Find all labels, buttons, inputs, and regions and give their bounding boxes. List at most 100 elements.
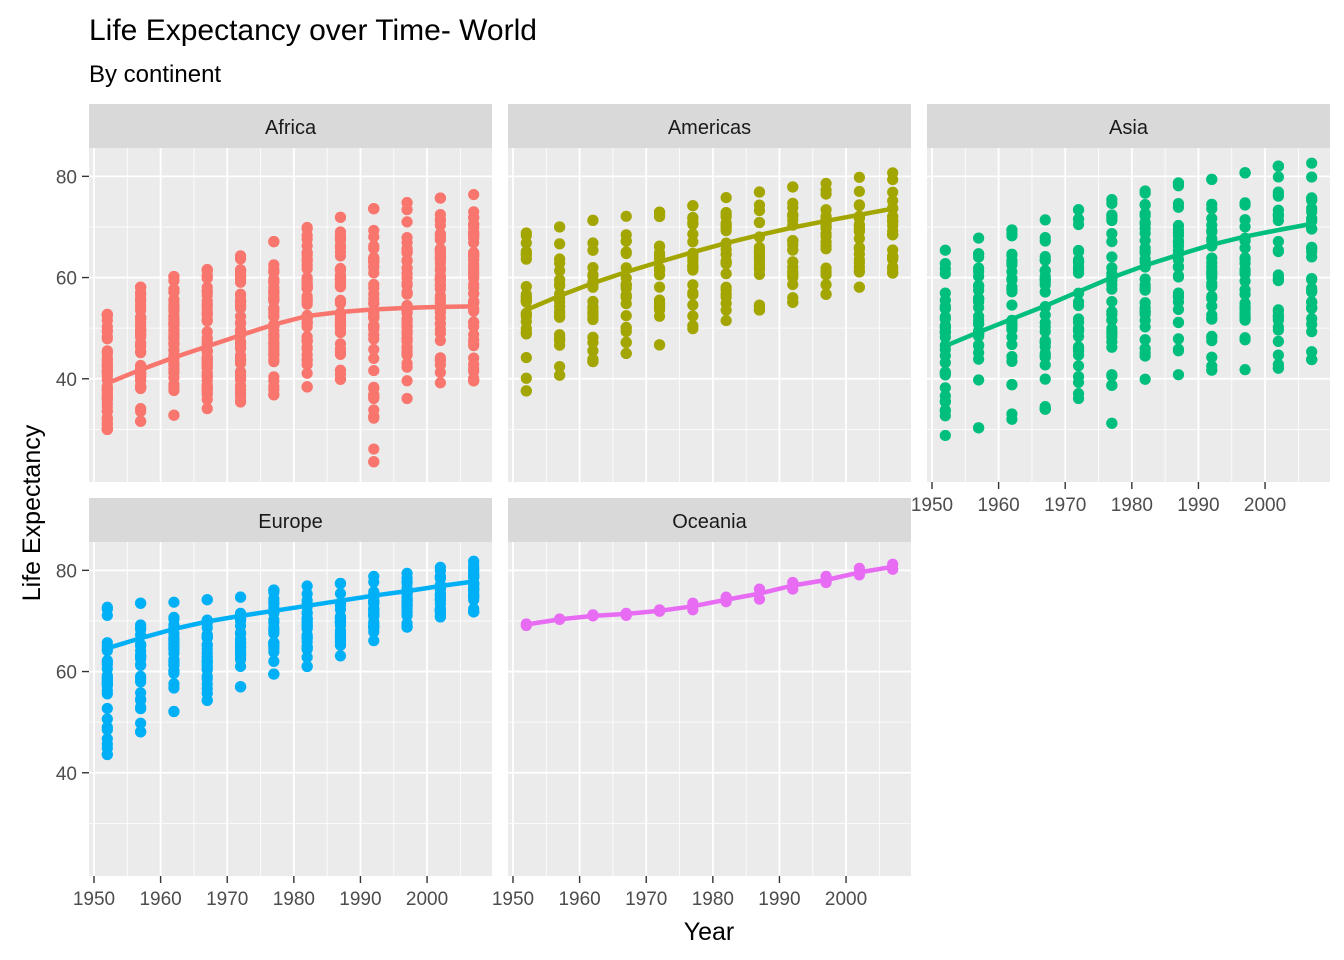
data-point	[135, 658, 147, 670]
data-point	[434, 593, 446, 605]
data-point	[1039, 214, 1051, 226]
data-point	[787, 244, 799, 256]
data-point	[334, 272, 347, 285]
data-point	[268, 639, 280, 651]
x-tick-label: 1980	[692, 889, 734, 910]
data-point	[687, 236, 699, 248]
data-point	[234, 352, 247, 365]
x-tick-label: 1960	[977, 495, 1019, 516]
data-point	[135, 415, 147, 427]
data-point	[135, 323, 147, 335]
data-point	[434, 377, 446, 389]
data-point	[1139, 227, 1151, 239]
data-point	[939, 382, 951, 394]
data-point	[401, 392, 413, 405]
data-point	[201, 356, 213, 368]
data-point	[301, 381, 313, 393]
data-point	[101, 364, 113, 377]
data-point	[301, 588, 313, 600]
data-point	[468, 247, 480, 259]
x-tick-label: 2000	[406, 889, 448, 910]
data-point	[853, 200, 865, 212]
data-point	[1072, 256, 1085, 269]
data-point	[587, 336, 599, 349]
trend-line	[524, 564, 895, 627]
data-point	[939, 366, 951, 379]
data-point	[1206, 173, 1218, 185]
y-tick-label: 80	[56, 167, 77, 188]
data-point	[554, 310, 566, 322]
data-point	[434, 192, 446, 204]
data-point	[434, 570, 446, 583]
data-point	[1206, 224, 1218, 237]
data-point	[1272, 362, 1284, 374]
strip-label: Asia	[1109, 117, 1149, 139]
data-point	[520, 372, 532, 384]
data-point	[234, 391, 247, 403]
data-point	[520, 351, 532, 364]
data-point	[1072, 388, 1085, 400]
data-point	[401, 272, 413, 284]
data-point	[101, 702, 113, 715]
data-point	[1106, 283, 1118, 295]
data-point	[1039, 286, 1051, 298]
data-point	[787, 209, 799, 221]
data-point	[234, 296, 247, 308]
data-point	[753, 264, 766, 276]
trend-line	[524, 206, 895, 313]
data-point	[687, 310, 699, 322]
data-point	[1006, 286, 1018, 298]
data-point	[1172, 333, 1185, 345]
data-point	[1072, 376, 1085, 389]
data-point	[101, 355, 113, 367]
data-point	[201, 403, 213, 415]
data-point	[1206, 203, 1218, 215]
data-point	[434, 282, 446, 294]
data-point	[1306, 192, 1318, 204]
data-point	[168, 372, 180, 384]
data-point	[973, 353, 985, 365]
data-point	[753, 186, 766, 198]
data-point	[939, 302, 951, 315]
panel-background	[508, 542, 911, 876]
data-point	[1306, 312, 1318, 325]
chart-title: Life Expectancy over Time- World	[89, 14, 537, 47]
data-point	[939, 390, 951, 402]
data-point	[401, 357, 413, 370]
data-point	[687, 279, 699, 291]
data-point	[234, 340, 247, 352]
x-tick-label: 1970	[1044, 495, 1086, 516]
data-point	[687, 200, 699, 212]
data-point	[401, 204, 413, 216]
data-point	[234, 591, 247, 603]
data-point	[135, 726, 147, 738]
data-point	[1039, 373, 1051, 385]
data-point	[401, 288, 413, 300]
data-point	[720, 288, 732, 300]
data-point	[434, 293, 446, 305]
data-point	[554, 369, 566, 381]
data-point	[1206, 312, 1218, 324]
data-point	[368, 456, 380, 468]
x-tick-label: 1970	[206, 889, 248, 910]
data-point	[334, 587, 347, 600]
data-point	[1172, 197, 1185, 210]
x-tick-label: 1960	[558, 889, 600, 910]
data-point	[301, 263, 313, 275]
data-point	[401, 232, 413, 244]
data-point	[334, 634, 347, 647]
data-point	[434, 253, 446, 265]
data-point	[135, 687, 147, 699]
data-point	[368, 262, 380, 274]
data-point	[1172, 290, 1185, 302]
data-point	[1172, 270, 1185, 282]
data-point	[1039, 264, 1051, 277]
data-point	[1139, 218, 1151, 230]
data-point	[1306, 202, 1318, 214]
data-point	[1272, 244, 1284, 256]
data-point	[101, 384, 113, 397]
data-point	[368, 343, 380, 356]
data-point	[301, 367, 313, 379]
data-point	[268, 276, 280, 289]
data-point	[368, 231, 380, 243]
